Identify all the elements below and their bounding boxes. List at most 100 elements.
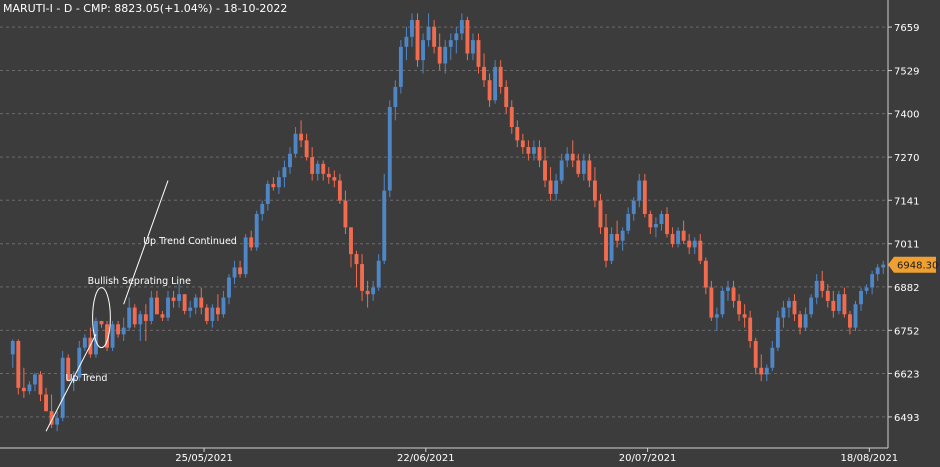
candle-body [836,294,841,311]
y-tick-label: 6882 [894,283,919,294]
candle-body [143,314,148,321]
candle-body [709,287,714,318]
candle-body [404,36,409,47]
candles [10,13,886,432]
candle-body [349,227,353,255]
candle-body [337,180,342,201]
candle-body [238,267,243,275]
candle-body [509,106,514,128]
candle-body [199,297,204,308]
candle-body [726,287,730,291]
candle-body [487,80,492,101]
candle-body [543,160,547,181]
candle-body [310,157,315,174]
candle-body [670,234,675,245]
candle-body [376,260,381,288]
candle-body [55,417,60,425]
candle-body [526,147,531,154]
candle-body [848,314,852,328]
candle-body [138,314,143,325]
candle-body [415,20,420,61]
candle-body [132,307,137,325]
annotation-label: Bullish Seprating Line [88,276,191,287]
candle-body [171,297,176,301]
x-tick-label: 25/05/2021 [175,453,233,464]
candle-body [33,374,37,385]
candle-body [360,264,365,291]
candle-body [465,20,470,54]
candle-body [642,180,647,214]
candle-body [321,163,326,174]
candle-body [393,86,398,107]
candle-body [27,384,32,392]
candle-body [665,213,669,235]
y-tick-label: 6752 [894,326,919,337]
candle-body [504,86,509,107]
candle-body [60,357,65,418]
candle-body [748,317,753,342]
candle-body [714,314,719,318]
candle-body [554,180,559,194]
candle-body [127,307,132,328]
candle-body [770,347,775,368]
candle-body [177,294,182,301]
candle-body [604,227,608,261]
candle-body [99,320,104,325]
candle-body [282,167,287,178]
candle-body [260,203,265,214]
chart-title: MARUTI-I - D - CMP: 8823.05(+1.04%) - 18… [3,2,288,15]
annotations: Up Trend Bullish Seprating Line Up Trend C… [45,180,237,432]
candle-body [210,307,215,321]
candle-body [703,260,708,288]
candle-body [653,224,658,228]
candle-body [792,300,797,315]
candle-body [853,304,858,328]
candle-body [437,46,442,64]
candle-body [249,237,254,248]
x-tick-label: 18/08/2021 [841,453,899,464]
candle-body [93,320,98,355]
candle-body [105,324,109,348]
candle-body [77,347,82,378]
candle-body [814,280,819,298]
candle-body [482,66,486,81]
y-tick-label: 7270 [894,153,919,164]
candle-body [421,40,425,61]
candle-body [182,294,187,311]
candle-body [875,267,880,275]
candle-body [293,133,298,154]
candle-body [631,200,636,214]
candle-body [16,341,21,388]
candle-body [304,140,309,158]
candle-body [354,254,359,265]
candle-body [692,240,697,248]
candle-body [288,153,292,168]
candle-body [166,297,170,318]
candle-body [626,213,631,231]
candle-body [870,274,875,288]
candle-body [581,160,586,174]
candle-body [332,177,337,181]
candle-body [271,183,276,188]
y-tick-label: 7529 [894,67,919,78]
trend-line [123,180,169,305]
candle-body [781,307,786,318]
candle-body [193,297,198,308]
candle-body [410,20,414,37]
candle-body [531,147,536,154]
candle-body [859,290,863,305]
candle-body [82,337,87,348]
candle-body [387,106,392,191]
candle-body [426,26,431,41]
y-tick-label: 6493 [894,413,919,424]
candle-body [493,66,498,101]
candle-body [753,341,758,368]
candle-body [598,200,603,228]
candle-body [537,147,542,161]
candle-body [116,324,121,335]
candle-body [443,46,448,64]
candle-body [759,367,764,375]
candle-body [803,314,808,328]
candle-body [498,66,503,87]
candle-body [559,160,564,181]
